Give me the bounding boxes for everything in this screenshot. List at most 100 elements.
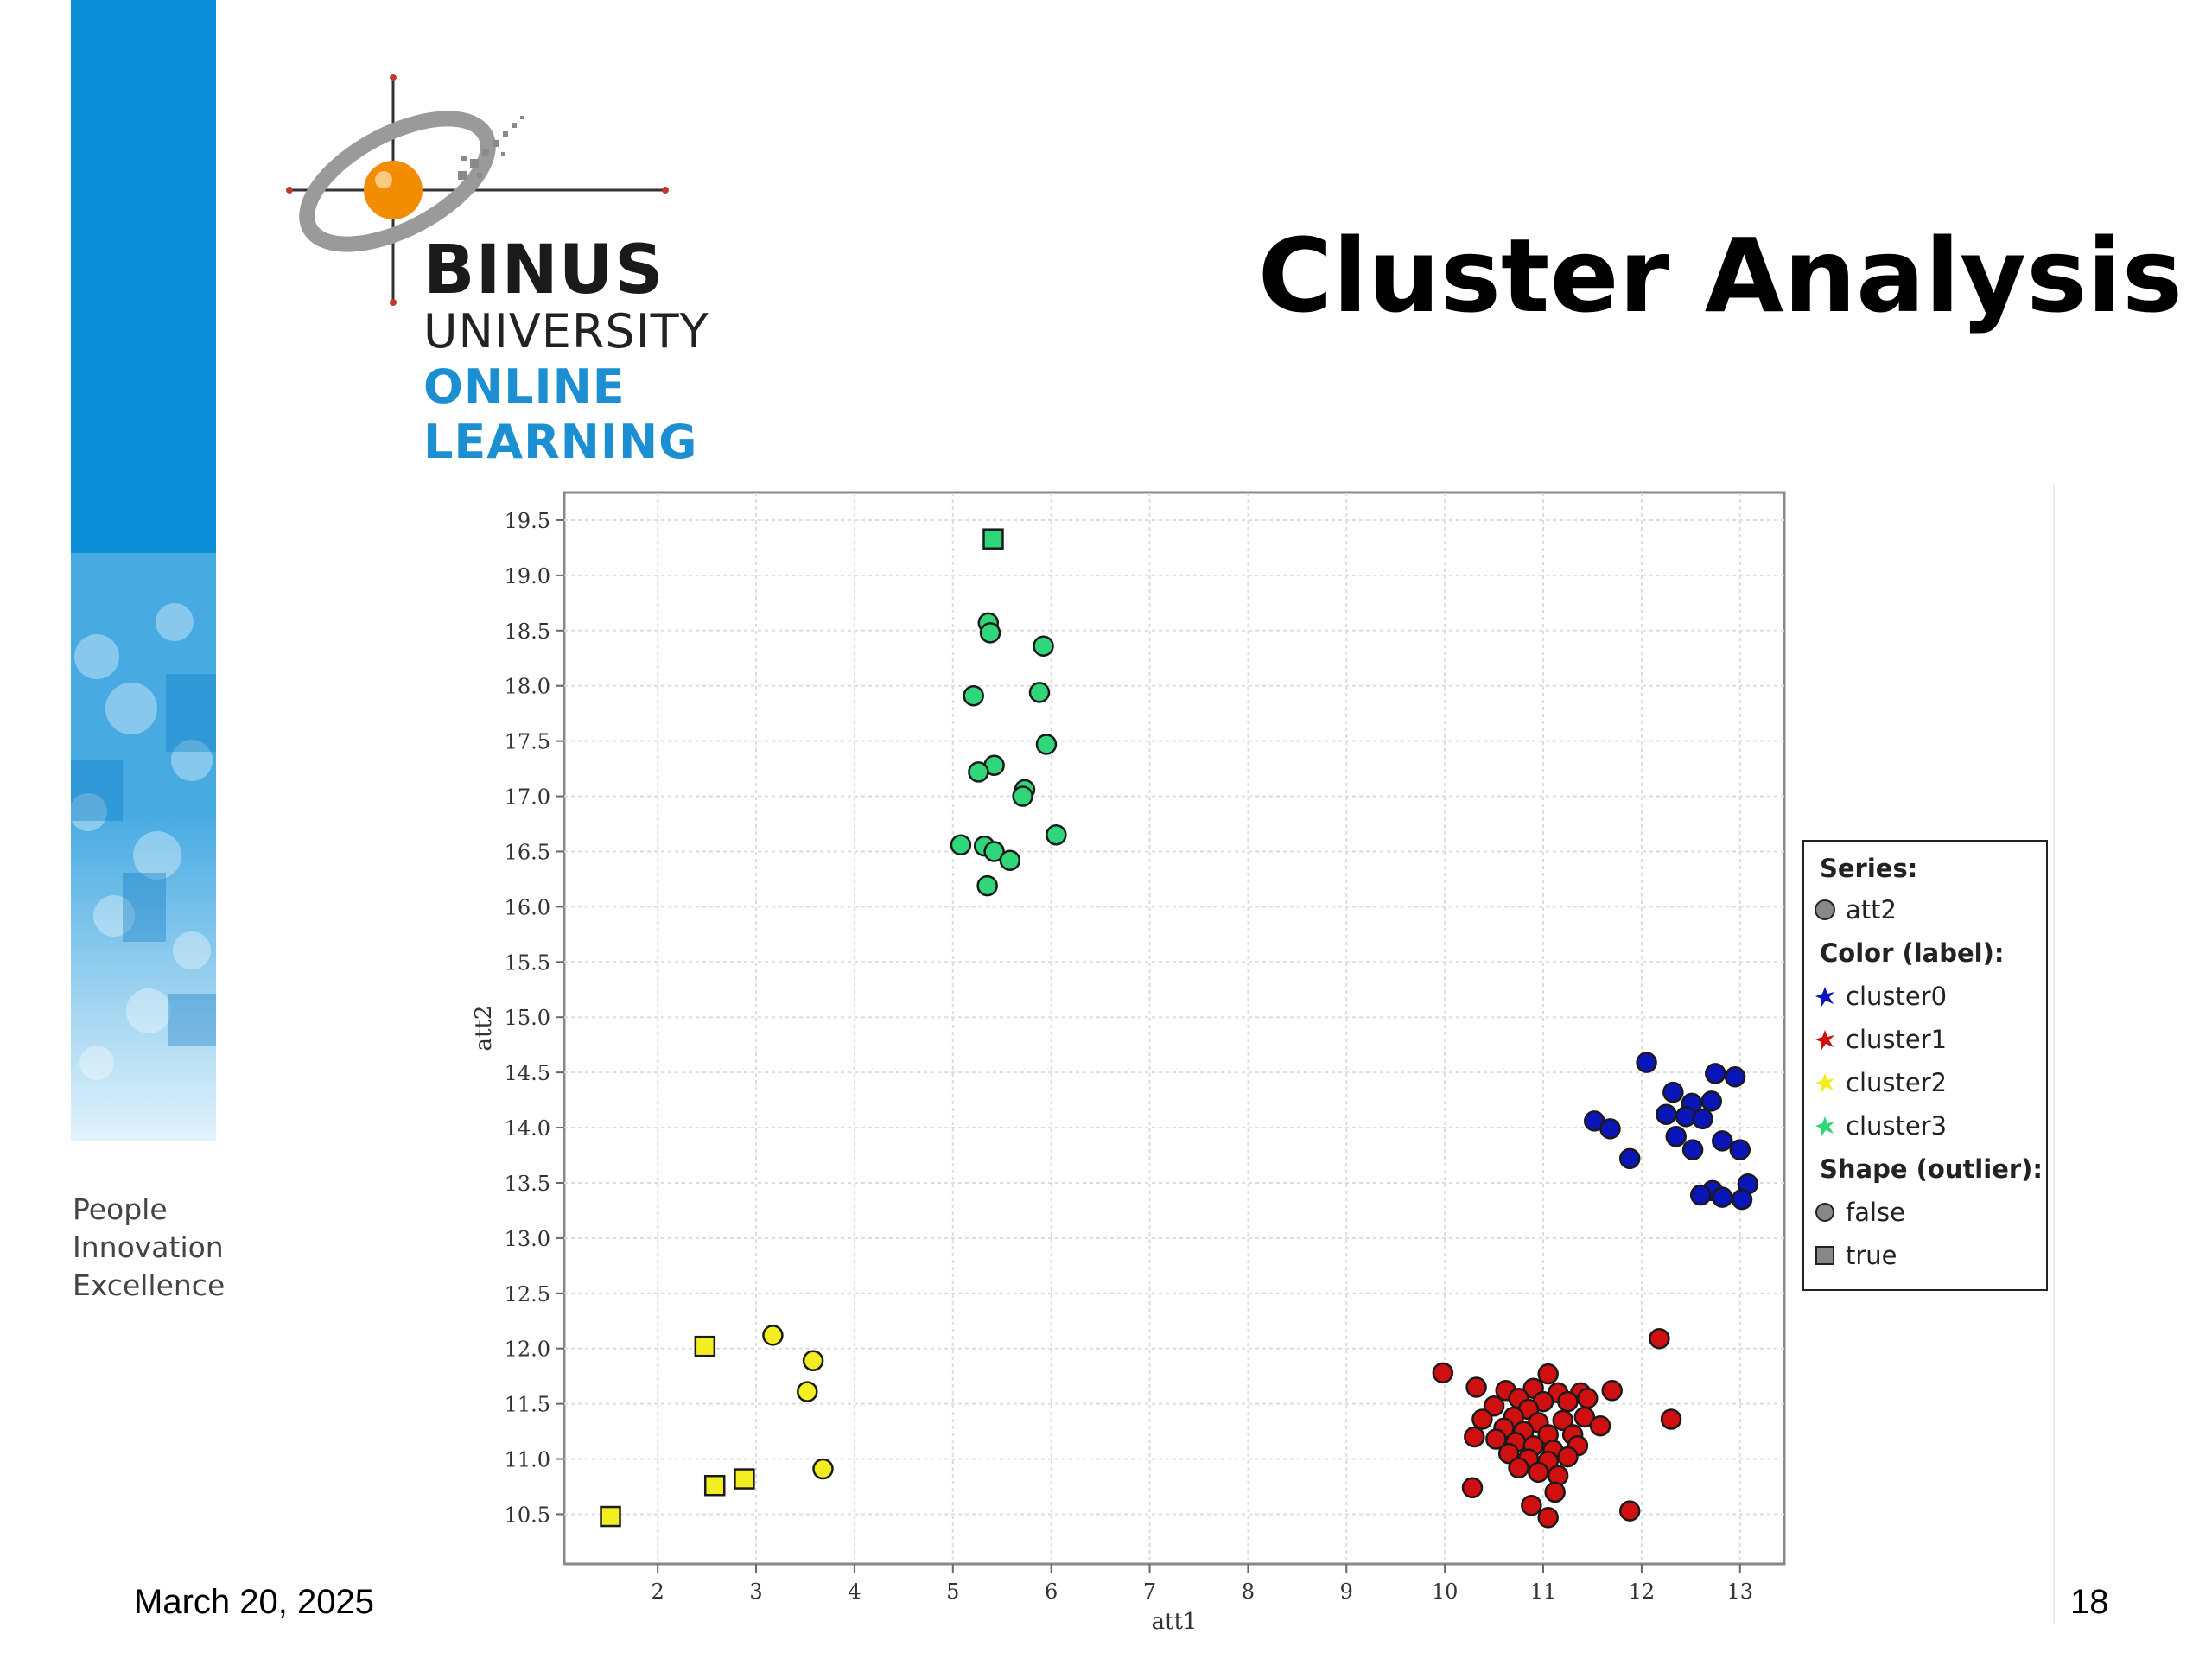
legend-item-cluster3: cluster3	[1813, 1111, 1947, 1141]
legend-series-att2: att2	[1813, 895, 1897, 925]
cluster2-point	[797, 1381, 818, 1402]
y-tick-label: 17.5	[505, 730, 550, 754]
cluster0-point	[1731, 1188, 1753, 1211]
circle-icon	[1815, 899, 1835, 920]
cluster3-point	[999, 849, 1021, 871]
tagline-line-2: Innovation	[73, 1230, 224, 1264]
cluster0-point	[1689, 1184, 1712, 1206]
axis-ticks: 2 3 4 5 6 7 8 9 10 11 12 13 10.5 11.0 11.5 12.0 12.5 13.0…	[505, 509, 1753, 1604]
cluster0-point	[1729, 1139, 1751, 1160]
cluster0-point	[1599, 1118, 1621, 1140]
y-tick-label: 16.0	[505, 895, 550, 919]
cluster0-point	[1712, 1186, 1733, 1208]
y-tick-label: 11.5	[505, 1393, 550, 1417]
cluster0-point	[1656, 1103, 1677, 1125]
x-tick-label: 4	[848, 1580, 861, 1604]
cluster0-point	[1700, 1090, 1722, 1112]
cluster1-point	[1528, 1461, 1549, 1484]
cluster1-point	[1537, 1507, 1559, 1529]
tagline: People Innovation Excellence	[73, 1191, 225, 1305]
slide-date: March 20, 2025	[134, 1583, 374, 1621]
legend-series-title: Series:	[1820, 854, 1918, 883]
cluster0-point	[1636, 1052, 1657, 1073]
cluster1-point	[1618, 1500, 1641, 1522]
cluster3-point	[1033, 635, 1054, 657]
cluster1-point	[1660, 1408, 1682, 1430]
cluster2-point	[802, 1350, 824, 1372]
cluster3-point	[1028, 682, 1051, 703]
cluster1-point	[1465, 1376, 1487, 1398]
cluster2-outlier-point	[703, 1474, 726, 1497]
cluster1-point	[1589, 1414, 1611, 1437]
cluster1-point	[1497, 1442, 1520, 1465]
cluster3-point	[1012, 785, 1033, 807]
cluster1-point	[1485, 1428, 1507, 1450]
page-number: 18	[2070, 1583, 2109, 1621]
legend-item-false: false	[1813, 1198, 1905, 1227]
y-tick-label: 13.5	[505, 1172, 550, 1196]
legend-label-cluster1: cluster1	[1846, 1025, 1948, 1054]
cluster2-outlier-point	[600, 1505, 621, 1528]
legend-item-true: true	[1813, 1241, 1897, 1270]
cluster1-point	[1471, 1408, 1493, 1430]
cluster1-point	[1432, 1362, 1454, 1384]
cluster0-point	[1618, 1147, 1641, 1170]
x-tick-label: 11	[1530, 1580, 1557, 1604]
logo-online: ONLINE	[423, 359, 626, 414]
legend-label-true: true	[1846, 1241, 1897, 1270]
y-tick-label: 12.5	[505, 1282, 550, 1306]
data-points	[600, 528, 1759, 1529]
chart-legend: Series: att2 Color (label): cluster0 clu…	[1802, 840, 2048, 1291]
cluster0-point	[1681, 1139, 1704, 1160]
legend-label-cluster3: cluster3	[1846, 1111, 1948, 1141]
cluster2-point	[812, 1458, 834, 1480]
y-tick-label: 11.0	[505, 1448, 550, 1472]
logo-learning: LEARNING	[423, 415, 698, 469]
cluster1-point	[1483, 1395, 1505, 1417]
logo-name: BINUS	[423, 232, 664, 309]
legend-series-label: att2	[1846, 895, 1897, 925]
legend-item-cluster2: cluster2	[1813, 1068, 1947, 1097]
y-tick-label: 12.0	[505, 1338, 550, 1362]
x-tick-label: 10	[1432, 1580, 1459, 1604]
x-tick-label: 6	[1045, 1580, 1058, 1604]
cluster1-point	[1577, 1387, 1599, 1409]
cluster3-point	[968, 761, 989, 783]
x-tick-label: 8	[1242, 1580, 1255, 1604]
divider	[2053, 484, 2055, 1624]
cluster1-point	[1461, 1477, 1484, 1499]
legend-label-cluster2: cluster2	[1846, 1068, 1948, 1097]
cluster1-point	[1649, 1327, 1670, 1350]
cluster0-point	[1692, 1108, 1713, 1130]
page-title: Cluster Analysis	[1257, 216, 2183, 335]
x-tick-label: 7	[1143, 1580, 1156, 1604]
binus-logo-emblem	[286, 74, 669, 306]
cluster3-outlier-point	[982, 528, 1004, 550]
cluster1-point	[1508, 1457, 1529, 1479]
legend-label-cluster0: cluster0	[1846, 982, 1948, 1011]
y-tick-label: 13.0	[505, 1227, 550, 1251]
y-tick-label: 15.5	[505, 950, 550, 975]
circle-icon	[1815, 1203, 1834, 1222]
y-tick-label: 19.0	[505, 564, 550, 588]
legend-label-false: false	[1846, 1198, 1905, 1227]
cluster2-outlier-point	[694, 1335, 716, 1357]
cluster3-point	[979, 622, 1001, 644]
cluster0-marker-icon	[1815, 987, 1834, 1007]
x-tick-label: 9	[1340, 1580, 1353, 1604]
y-tick-label: 16.5	[505, 840, 550, 864]
cluster3-marker-icon	[1815, 1116, 1834, 1136]
x-tick-label: 13	[1726, 1580, 1753, 1604]
side-decoration	[71, 0, 216, 1141]
y-tick-label: 18.5	[505, 620, 550, 644]
logo-university: UNIVERSITY	[423, 304, 709, 359]
legend-shape-title: Shape (outlier):	[1820, 1154, 2044, 1184]
tagline-line-3: Excellence	[73, 1268, 226, 1302]
y-tick-label: 14.5	[505, 1061, 550, 1085]
cluster0-point	[1665, 1126, 1687, 1147]
cluster3-point	[1035, 734, 1058, 755]
cluster1-point	[1552, 1409, 1574, 1432]
cluster0-point	[1662, 1081, 1684, 1103]
cluster0-point	[1712, 1130, 1733, 1152]
